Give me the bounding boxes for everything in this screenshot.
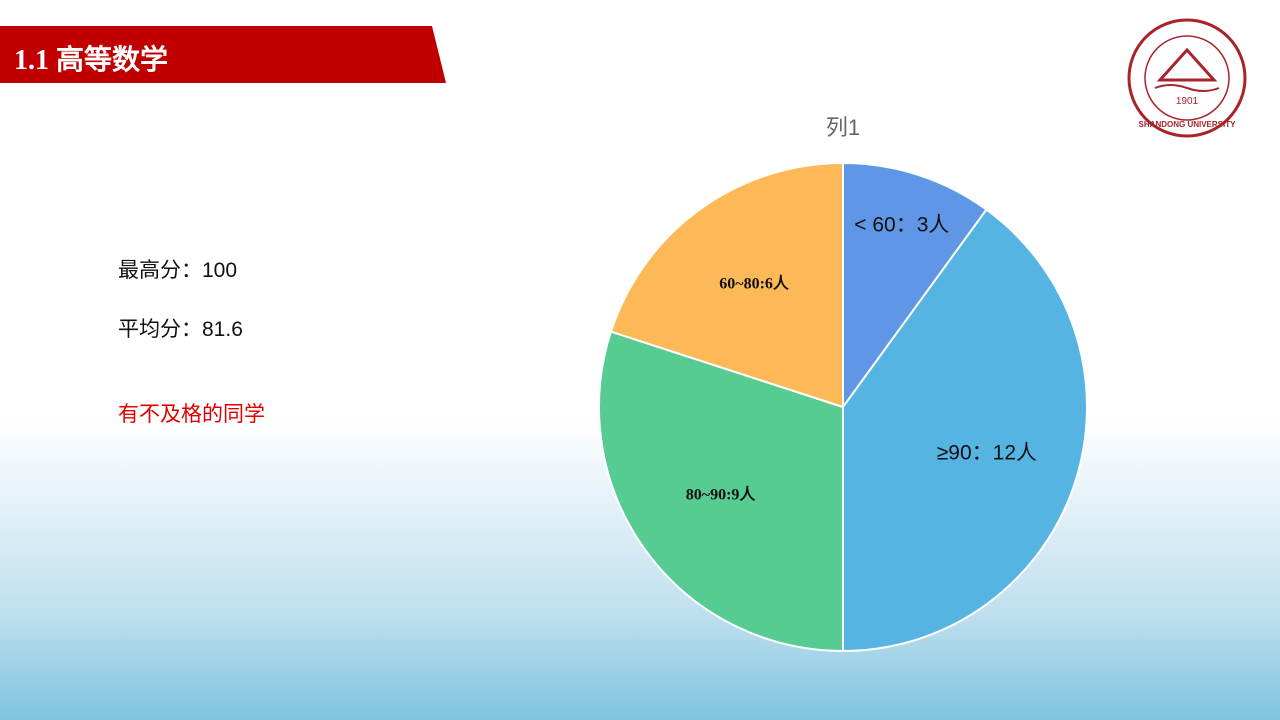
- logo-name: SHANDONG UNIVERSITY: [1139, 120, 1237, 129]
- note: 最高分：100: [118, 259, 238, 282]
- pie-slice: [842, 161, 988, 411]
- pie-slice: [609, 161, 844, 409]
- header-title: 1.1 高等数学: [14, 45, 169, 76]
- data-label: 60~80:6人: [719, 274, 790, 292]
- data-label: 80~90:9人: [686, 486, 757, 504]
- header-bar: 1.1 高等数学: [0, 26, 446, 83]
- data-label: ≥90：12人: [937, 441, 1037, 464]
- chart-title: 列1: [826, 115, 860, 140]
- logo-year: 1901: [1176, 96, 1199, 107]
- pie-slice: [598, 330, 844, 653]
- data-label: < 60：3人: [854, 214, 949, 237]
- note: 平均分：81.6: [118, 318, 243, 341]
- pie-slice: [842, 208, 1088, 653]
- logo: 1901 SHANDONG UNIVERSITY: [1127, 18, 1247, 138]
- note: 有不及格的同学: [118, 403, 265, 426]
